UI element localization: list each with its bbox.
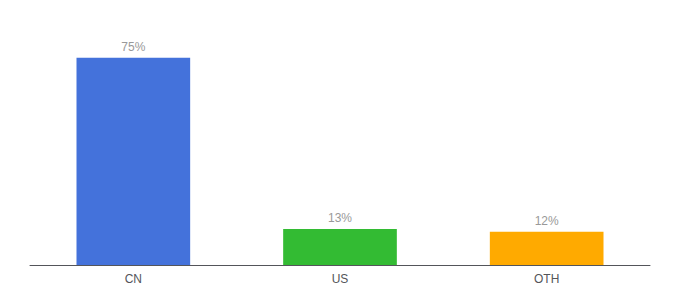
svg-text:13%: 13% [328, 211, 352, 225]
svg-text:75%: 75% [121, 40, 145, 54]
svg-text:12%: 12% [535, 214, 559, 228]
svg-text:CN: CN [125, 272, 142, 286]
svg-text:US: US [332, 272, 349, 286]
svg-text:OTH: OTH [534, 272, 559, 286]
